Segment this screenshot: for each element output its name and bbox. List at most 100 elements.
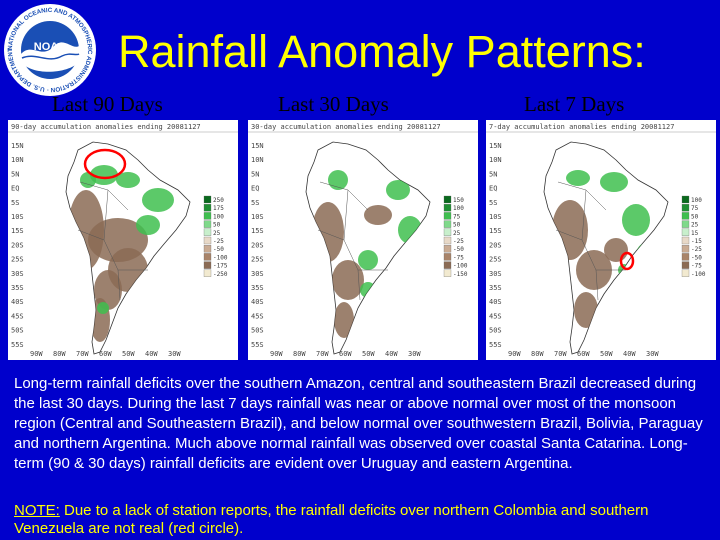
note: NOTE: Due to a lack of station reports, … (14, 502, 710, 538)
legend-swatch (681, 236, 690, 245)
legend-swatch (203, 269, 212, 277)
lat-tick-label: 30S (251, 270, 264, 278)
legend-label: -75 (453, 254, 464, 261)
legend-swatch (681, 245, 690, 253)
legend-swatch (681, 261, 690, 269)
surplus-area (566, 170, 590, 186)
map-panel-7-days: 7-day accumulation anomalies ending 2008… (486, 120, 716, 360)
map-caption: 7-day accumulation anomalies ending 2008… (489, 123, 674, 131)
deficit-area (334, 302, 354, 338)
lat-tick-label: 35S (251, 284, 264, 292)
anomaly-map: 7-day accumulation anomalies ending 2008… (486, 123, 716, 358)
legend-label: -250 (213, 271, 228, 278)
lon-tick-label: 90W (30, 350, 43, 358)
anomaly-map: 30-day accumulation anomalies ending 200… (248, 123, 478, 358)
lon-tick-label: 90W (270, 350, 283, 358)
deficit-area (332, 260, 364, 300)
lat-tick-label: 45S (489, 312, 502, 320)
lat-tick-label: 45S (11, 312, 24, 320)
map-caption: 30-day accumulation anomalies ending 200… (251, 123, 441, 131)
lat-tick-label: 5S (251, 199, 259, 207)
map-caption: 90-day accumulation anomalies ending 200… (11, 123, 201, 131)
lat-tick-label: 35S (489, 284, 502, 292)
legend-swatch (203, 212, 212, 220)
lat-tick-label: 10N (489, 156, 502, 164)
surplus-area (386, 180, 410, 200)
legend-swatch (681, 212, 690, 220)
summary-text: Long-term rainfall deficits over the sou… (14, 375, 703, 472)
lon-tick-label: 60W (339, 350, 352, 358)
legend-label: -25 (691, 246, 702, 253)
deficit-area (364, 205, 392, 225)
legend-label: 25 (213, 230, 221, 237)
anomaly-map: 90-day accumulation anomalies ending 200… (8, 123, 238, 358)
lat-tick-label: 25S (251, 256, 264, 264)
legend-label: 25 (453, 230, 461, 237)
legend-swatch (203, 228, 212, 236)
legend-swatch (681, 269, 690, 277)
lat-tick-label: 15N (251, 142, 264, 150)
lon-tick-label: 70W (316, 350, 329, 358)
surplus-area (360, 282, 376, 298)
map-panel-30-days: 30-day accumulation anomalies ending 200… (248, 120, 478, 360)
lat-tick-label: 20S (489, 241, 502, 249)
lat-tick-label: 55S (251, 341, 264, 349)
lat-tick-label: 15N (11, 142, 24, 150)
lat-tick-label: 5S (489, 199, 497, 207)
legend-label: -25 (213, 238, 224, 245)
highlight-circle (83, 148, 127, 180)
lat-tick-label: 15S (251, 227, 264, 235)
note-label: NOTE: (14, 502, 60, 519)
lat-tick-label: 20S (251, 241, 264, 249)
legend-label: -150 (453, 271, 468, 278)
legend-label: -50 (213, 246, 224, 253)
lat-tick-label: 5N (489, 170, 497, 178)
lat-tick-label: 10S (251, 213, 264, 221)
legend-swatch (443, 245, 452, 253)
lat-tick-label: 10S (489, 213, 502, 221)
legend-label: -15 (691, 238, 702, 245)
lat-tick-label: 50S (11, 327, 24, 335)
legend-swatch (681, 253, 690, 261)
lon-tick-label: 80W (53, 350, 66, 358)
lat-tick-label: 25S (11, 256, 24, 264)
lat-tick-label: EQ (251, 185, 259, 193)
legend-swatch (203, 253, 212, 261)
lat-tick-label: 40S (489, 298, 502, 306)
legend-label: 100 (691, 197, 702, 204)
legend-label: -50 (691, 254, 702, 261)
lat-tick-label: 5N (11, 170, 19, 178)
legend-swatch (443, 195, 452, 204)
lat-tick-label: 20S (11, 241, 24, 249)
legend-label: -50 (453, 246, 464, 253)
panel-heading-7-days: Last 7 Days (524, 92, 625, 116)
legend-swatch (203, 261, 212, 269)
legend-label: 50 (691, 213, 699, 220)
lon-tick-label: 90W (508, 350, 521, 358)
lat-tick-label: EQ (489, 185, 497, 193)
lon-tick-label: 70W (554, 350, 567, 358)
lon-tick-label: 50W (600, 350, 613, 358)
lon-tick-label: 40W (623, 350, 636, 358)
lat-tick-label: 30S (489, 270, 502, 278)
legend-label: 150 (453, 197, 464, 204)
lon-tick-label: 50W (122, 350, 135, 358)
lon-tick-label: 40W (385, 350, 398, 358)
lat-tick-label: 55S (11, 341, 24, 349)
legend-swatch (443, 204, 452, 212)
lat-tick-label: 55S (489, 341, 502, 349)
legend-label: -100 (213, 254, 228, 261)
legend-swatch (443, 220, 452, 228)
legend-label: 100 (213, 213, 224, 220)
legend-swatch (443, 212, 452, 220)
lat-tick-label: 50S (489, 327, 502, 335)
legend-swatch (203, 204, 212, 212)
lon-tick-label: 30W (408, 350, 421, 358)
deficit-area (604, 238, 628, 262)
lon-tick-label: 80W (531, 350, 544, 358)
lat-tick-label: 40S (251, 298, 264, 306)
legend-label: 50 (213, 222, 221, 229)
lon-tick-label: 80W (293, 350, 306, 358)
lat-tick-label: 45S (251, 312, 264, 320)
surplus-area (142, 188, 174, 212)
